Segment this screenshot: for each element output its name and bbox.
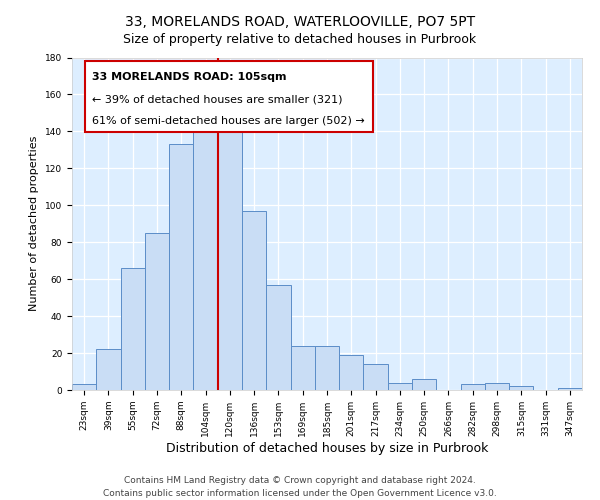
Text: Size of property relative to detached houses in Purbrook: Size of property relative to detached ho… [124, 32, 476, 46]
X-axis label: Distribution of detached houses by size in Purbrook: Distribution of detached houses by size … [166, 442, 488, 454]
Y-axis label: Number of detached properties: Number of detached properties [29, 136, 40, 312]
Bar [121, 268, 145, 390]
Bar [266, 284, 290, 390]
Bar [169, 144, 193, 390]
Bar [412, 379, 436, 390]
Bar [242, 211, 266, 390]
Bar [72, 384, 96, 390]
Bar [315, 346, 339, 390]
Text: ← 39% of detached houses are smaller (321): ← 39% of detached houses are smaller (32… [92, 94, 343, 104]
Bar [96, 350, 121, 390]
Bar [145, 233, 169, 390]
Bar [218, 113, 242, 390]
Text: Contains HM Land Registry data © Crown copyright and database right 2024.
Contai: Contains HM Land Registry data © Crown c… [103, 476, 497, 498]
Bar [364, 364, 388, 390]
Bar [339, 355, 364, 390]
Bar [290, 346, 315, 390]
Text: 33 MORELANDS ROAD: 105sqm: 33 MORELANDS ROAD: 105sqm [92, 72, 287, 83]
Bar [461, 384, 485, 390]
Bar [485, 382, 509, 390]
FancyBboxPatch shape [85, 61, 373, 132]
Bar [509, 386, 533, 390]
Bar [388, 382, 412, 390]
Bar [193, 126, 218, 390]
Text: 61% of semi-detached houses are larger (502) →: 61% of semi-detached houses are larger (… [92, 116, 365, 126]
Bar [558, 388, 582, 390]
Text: 33, MORELANDS ROAD, WATERLOOVILLE, PO7 5PT: 33, MORELANDS ROAD, WATERLOOVILLE, PO7 5… [125, 15, 475, 29]
